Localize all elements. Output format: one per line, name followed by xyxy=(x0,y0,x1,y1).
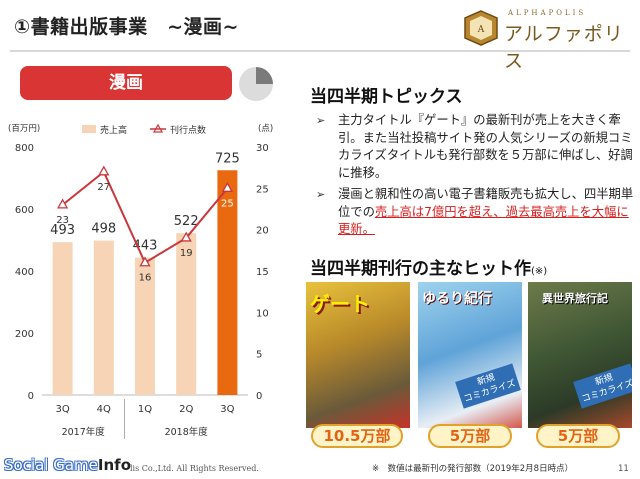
topic-highlight: 売上高は7億円を超え、過去最高売上を大幅に更新。 xyxy=(338,204,629,237)
bar-value-label: 498 xyxy=(91,222,116,237)
alphapolis-emblem-icon: A xyxy=(464,10,498,46)
cover-title: ゲート xyxy=(310,292,370,316)
sales-chart: (百万円) (点) 0 200 400 600 800 0 5 10 15 20 25 30 売上高 刊行点数… xyxy=(8,123,273,439)
copyright: lis Co.,Ltd. All Rights Reserved. xyxy=(130,464,259,473)
bar-value-label: 522 xyxy=(174,214,199,229)
topics-heading: 当四半期トピックス xyxy=(310,87,463,107)
right-tick-label: 15 xyxy=(256,267,269,278)
hits-heading-text: 当四半期刊行の主なヒット作 xyxy=(310,259,531,279)
watermark-text: Social Game xyxy=(4,456,98,474)
topic-item: ➢ 主力タイトル『ゲート』の最新刊が売上を大きく牽引。また当社投稿サイト発の人気… xyxy=(316,112,636,182)
titles-value-label: 27 xyxy=(97,182,110,193)
category-label: 3Q xyxy=(220,404,234,415)
legend-marker-titles xyxy=(152,123,164,133)
topic-text: 主力タイトル『ゲート』の最新刊が売上を大きく牽引。また当社投稿サイト発の人気シリ… xyxy=(338,113,633,180)
footnote: ※ 数値は最新刊の発行部数（2019年2月8日時点） xyxy=(372,464,574,474)
sales-badge: 5万部 xyxy=(428,424,512,448)
sales-badge: 10.5万部 xyxy=(311,424,403,448)
logo-subtitle: ALPHAPOLIS xyxy=(508,9,587,17)
year-group-label: 2017年度 xyxy=(62,426,106,438)
hits-heading: 当四半期刊行の主なヒット作(※) xyxy=(310,254,547,279)
svg-text:A: A xyxy=(477,25,485,35)
topic-text: 漫画と親和性の高い電子書籍販売も拡大し、四半期単位での xyxy=(338,187,634,219)
bar xyxy=(52,242,73,395)
topic-item: ➢ 漫画と親和性の高い電子書籍販売も拡大し、四半期単位での売上高は7億円を超え、… xyxy=(316,186,636,239)
right-tick-label: 5 xyxy=(256,350,262,361)
category-label: 1Q xyxy=(138,404,152,415)
left-tick-label: 0 xyxy=(28,391,34,402)
left-tick-label: 600 xyxy=(15,205,34,216)
titles-value-label: 25 xyxy=(221,198,234,209)
pie-share-slice xyxy=(256,67,273,84)
slide-title: ①書籍出版事業 ~漫画~ xyxy=(14,16,239,38)
right-tick-label: 20 xyxy=(256,226,269,237)
logo-name: アルファポリス xyxy=(504,23,624,72)
right-tick-label: 25 xyxy=(256,184,269,195)
sales-badge: 5万部 xyxy=(536,424,620,448)
arrow-bullet-icon: ➢ xyxy=(316,188,326,201)
right-tick-label: 30 xyxy=(256,143,269,154)
bar xyxy=(135,257,155,395)
titles-marker xyxy=(180,231,192,242)
right-axis-unit: (点) xyxy=(258,124,273,134)
legend-swatch-sales xyxy=(82,125,96,133)
book-cover: 異世界旅行記 新規 コミカライズ xyxy=(528,282,632,428)
bar xyxy=(217,170,238,395)
segment-label: 漫画 xyxy=(109,73,143,93)
titles-value-label: 16 xyxy=(139,273,152,284)
new-comicalize-tag: 新規 コミカライズ xyxy=(455,363,521,409)
hits-note-mark: (※) xyxy=(531,266,548,277)
segment-banner: 漫画 xyxy=(20,66,232,100)
bar xyxy=(176,233,197,395)
year-group-label: 2018年度 xyxy=(165,426,209,438)
book-cover: ゲート xyxy=(306,282,410,428)
title-divider xyxy=(10,50,630,52)
left-tick-label: 400 xyxy=(15,267,34,278)
titles-marker xyxy=(56,198,69,209)
titles-marker xyxy=(98,165,110,176)
legend-label-sales: 売上高 xyxy=(100,124,127,136)
segment-share-pie xyxy=(239,67,273,101)
left-tick-label: 200 xyxy=(15,329,34,340)
alphapolis-logo: A ALPHAPOLIS アルファポリス xyxy=(464,8,634,72)
cover-title: 異世界旅行記 xyxy=(542,292,608,305)
bar-value-label: 443 xyxy=(133,239,158,254)
bar-value-label: 493 xyxy=(50,223,75,238)
legend-label-titles: 刊行点数 xyxy=(170,124,206,136)
titles-value-label: 23 xyxy=(56,215,69,226)
topics-list: ➢ 主力タイトル『ゲート』の最新刊が売上を大きく牽引。また当社投稿サイト発の人気… xyxy=(316,112,636,243)
new-comicalize-tag: 新規 コミカライズ xyxy=(573,363,632,409)
category-label: 3Q xyxy=(55,404,69,415)
left-axis-unit: (百万円) xyxy=(8,124,40,134)
category-label: 4Q xyxy=(97,404,111,415)
titles-value-label: 19 xyxy=(180,248,193,259)
left-tick-label: 800 xyxy=(15,143,34,154)
titles-marker xyxy=(221,182,234,192)
titles-marker xyxy=(139,256,151,267)
book-cover: ゆるり紀行 新規 コミカライズ xyxy=(418,282,522,428)
bar-value-label: 725 xyxy=(215,151,240,166)
cover-title: ゆるり紀行 xyxy=(422,291,492,307)
page-number: 11 xyxy=(618,464,629,474)
bar xyxy=(93,240,114,395)
category-label: 2Q xyxy=(179,404,193,415)
watermark-bold: Info xyxy=(97,456,131,474)
arrow-bullet-icon: ➢ xyxy=(316,114,326,127)
watermark: Social GameInfo xyxy=(4,456,131,474)
right-tick-label: 0 xyxy=(256,391,262,402)
right-tick-label: 10 xyxy=(256,308,269,319)
